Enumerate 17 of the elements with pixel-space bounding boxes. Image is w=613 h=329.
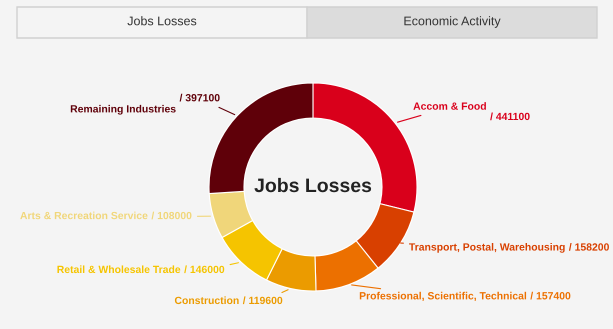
- text: Jobs Losses: [254, 178, 372, 192]
- slice-label: Retail & Wholesale Trade: [57, 265, 180, 274]
- slice-label: Professional, Scientific, Technical: [360, 292, 526, 301]
- slice-label: Accom & Food: [413, 102, 486, 110]
- slice-label: Arts & Recreation Service: [20, 212, 148, 220]
- data-label: / 441100: [490, 112, 530, 120]
- data-label: / 108000: [151, 212, 192, 220]
- data-label: / 397100: [180, 94, 220, 102]
- data-label: / 157400: [530, 292, 570, 300]
- text: Economic Activity: [404, 16, 501, 28]
- slice-label: Transport, Postal, Warehousing: [409, 242, 565, 253]
- text: Jobs Losses: [127, 16, 196, 26]
- data-label: / 158200: [568, 243, 609, 251]
- slice-label: Remaining Industries: [70, 104, 176, 115]
- slice-label: Construction: [174, 296, 239, 304]
- data-label: / 119600: [242, 296, 282, 304]
- data-label: / 146000: [184, 265, 224, 274]
